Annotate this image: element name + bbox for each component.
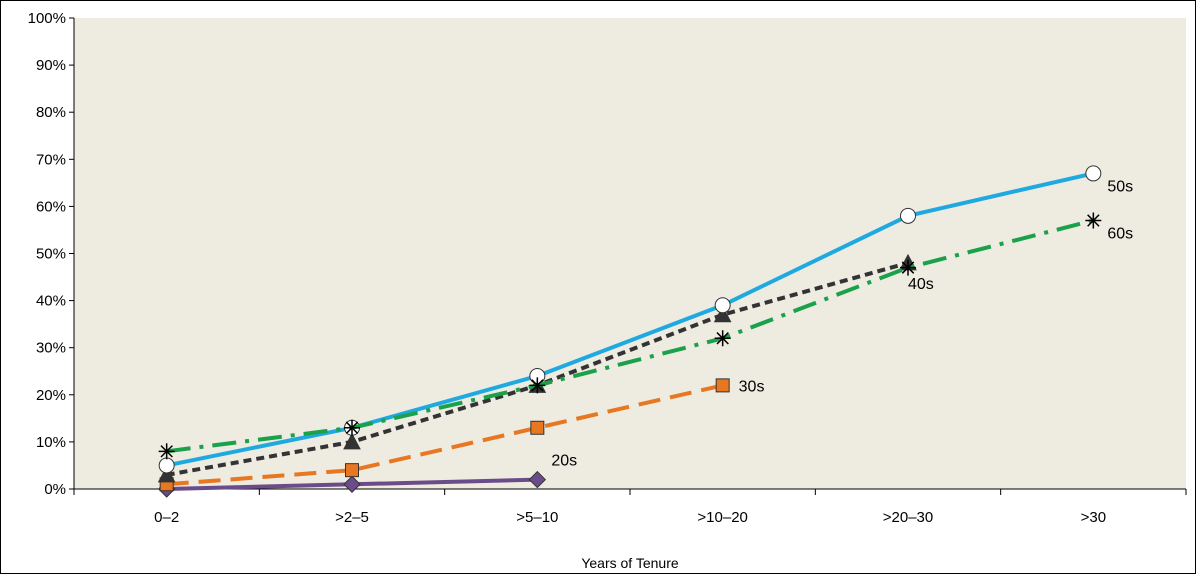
x-tick-label: 0–2 [154, 509, 179, 526]
y-tick-label: 90% [36, 57, 66, 74]
data-point-60s [1085, 212, 1102, 229]
series-label-40s: 40s [908, 276, 934, 293]
data-point-50s [1085, 165, 1102, 182]
y-axis-ticks: 0% 10% 20% 30% 40% 50% 60% 70% 80% 90% 100% [28, 10, 74, 498]
y-tick-label: 60% [36, 198, 66, 215]
series-60s: 60s [158, 212, 1133, 460]
series-label-50s: 50s [1107, 178, 1133, 195]
y-tick-label: 40% [36, 293, 66, 310]
data-point-20s [528, 470, 547, 489]
series-label-30s: 30s [739, 378, 765, 395]
x-axis-ticks: 0–2 >2–5 >5–10 >10–20 >20–30 >30 [73, 489, 1187, 526]
y-tick-label: 10% [36, 434, 66, 451]
data-point-30s [345, 463, 359, 478]
plot-area [74, 18, 1186, 489]
data-point-30s [715, 378, 730, 393]
data-point-50s [158, 457, 175, 474]
data-point-60s [900, 259, 916, 276]
data-point-50s [714, 297, 731, 314]
data-point-60s [344, 419, 360, 436]
y-tick-label: 100% [28, 10, 66, 27]
series-line-50s [166, 171, 1094, 468]
y-tick-label: 80% [36, 104, 66, 121]
x-tick-label: >30 [1081, 509, 1106, 526]
data-point-60s [158, 443, 175, 460]
x-tick-label: >2–5 [335, 509, 369, 526]
y-tick-label: 70% [36, 151, 66, 168]
data-point-40s [713, 305, 732, 323]
x-tick-label: >10–20 [697, 509, 747, 526]
data-point-30s [530, 420, 545, 435]
x-tick-label: >20–30 [883, 509, 933, 526]
series-20s: 20s [157, 453, 577, 498]
data-point-40s [343, 432, 361, 450]
series-line-60s [166, 218, 1094, 454]
data-point-20s [343, 475, 361, 493]
y-tick-label: 50% [36, 246, 66, 263]
series-layer: 20s 30s 40s 50s 60s [157, 165, 1133, 498]
y-tick-label: 0% [44, 481, 66, 498]
x-tick-label: >5–10 [516, 509, 558, 526]
data-point-60s [529, 377, 546, 394]
y-tick-label: 30% [36, 340, 66, 357]
data-point-40s [157, 465, 176, 483]
series-label-60s: 60s [1107, 226, 1133, 243]
y-tick-label: 20% [36, 387, 66, 404]
data-point-60s [714, 330, 731, 347]
series-label-20s: 20s [551, 453, 577, 470]
data-point-50s [900, 207, 916, 224]
x-axis-title: Years of Tenure [581, 555, 679, 571]
